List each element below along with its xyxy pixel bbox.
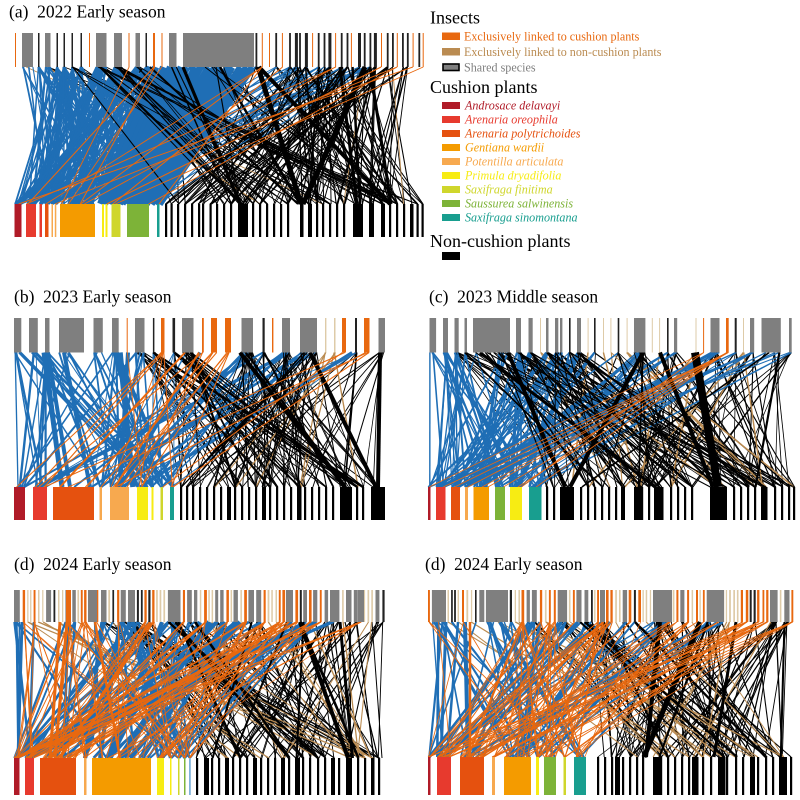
svg-text:Cushion plants: Cushion plants	[430, 77, 538, 97]
svg-text:Saussurea salwinensis: Saussurea salwinensis	[465, 197, 573, 211]
svg-text:Exclusively linked to non-cush: Exclusively linked to non-cushion plants	[464, 45, 662, 59]
svg-text:Shared species: Shared species	[464, 61, 536, 75]
svg-text:Arenaria polytrichoides: Arenaria polytrichoides	[464, 127, 581, 141]
svg-text:Arenaria oreophila: Arenaria oreophila	[464, 113, 558, 127]
svg-text:(a) 2022 Early season: (a) 2022 Early season	[9, 2, 166, 22]
svg-text:(c) 2023 Middle season: (c) 2023 Middle season	[429, 287, 598, 307]
svg-text:Primula dryadifolia: Primula dryadifolia	[464, 169, 561, 183]
svg-text:Insects: Insects	[430, 8, 480, 28]
svg-text:Potentilla articulata: Potentilla articulata	[464, 155, 563, 169]
svg-text:Non-cushion plants: Non-cushion plants	[430, 231, 570, 251]
svg-text:Saxifraga sinomontana: Saxifraga sinomontana	[465, 211, 578, 225]
svg-text:(b) 2023 Early season: (b) 2023 Early season	[14, 287, 172, 307]
svg-text:Saxifraga finitima: Saxifraga finitima	[465, 183, 553, 197]
svg-text:(d) 2024 Early season: (d) 2024 Early season	[14, 554, 172, 574]
svg-text:Androsace delavayi: Androsace delavayi	[464, 99, 560, 113]
svg-text:Gentiana wardii: Gentiana wardii	[465, 141, 544, 155]
svg-text:Exclusively linked to cushion: Exclusively linked to cushion plants	[464, 30, 640, 44]
svg-text:(d) 2024 Early season: (d) 2024 Early season	[425, 554, 583, 574]
